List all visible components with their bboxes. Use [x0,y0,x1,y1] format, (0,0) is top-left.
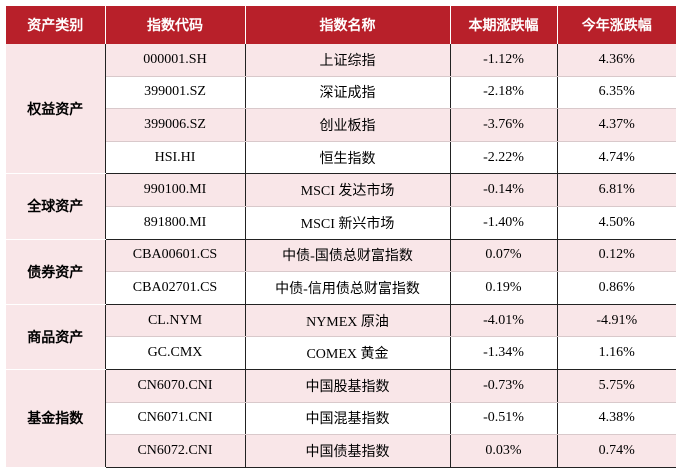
index-code-cell: GC.CMX [105,336,246,370]
index-code-cell: HSI.HI [105,141,246,175]
table-row: CN6071.CNI 中国混基指数 -0.51% 4.38% [6,402,676,436]
ytd-change-cell: 0.86% [557,271,676,305]
index-name-cell: 上证综指 [245,44,451,77]
asset-performance-table-container: 资产类别 指数代码 指数名称 本期涨跌幅 今年涨跌幅 权益资产 000001.SH… [6,6,676,468]
header-ytd-change: 今年涨跌幅 [557,6,676,44]
table-row: 权益资产 000001.SH 上证综指 -1.12% 4.36% [6,44,676,175]
index-code-cell: CL.NYM [105,304,246,338]
ytd-change-cell: -4.91% [557,304,676,338]
table-row: 399006.SZ 创业板指 -3.76% 4.37% [6,108,676,142]
index-code-cell: CN6070.CNI [105,369,246,403]
index-name-cell: NYMEX 原油 [245,304,451,338]
period-change-cell: 0.19% [450,271,558,305]
ytd-change-cell: 6.35% [557,76,676,110]
period-change-cell: -0.14% [450,173,558,207]
asset-performance-table: 资产类别 指数代码 指数名称 本期涨跌幅 今年涨跌幅 权益资产 000001.SH… [6,6,676,468]
table-row: 891800.MI MSCI 新兴市场 -1.40% 4.50% [6,206,676,240]
index-name-cell: 中债-国债总财富指数 [245,239,451,273]
asset-class-cell: 商品资产 [6,304,106,370]
table-row: CBA02701.CS 中债-信用债总财富指数 0.19% 0.86% [6,271,676,305]
table-row: GC.CMX COMEX 黄金 -1.34% 1.16% [6,336,676,370]
index-name-cell: 中国股基指数 [245,369,451,403]
ytd-change-cell: 1.16% [557,336,676,370]
header-asset-class: 资产类别 [6,6,106,44]
ytd-change-cell: 4.74% [557,141,676,175]
period-change-cell: -1.34% [450,336,558,370]
index-name-cell: 中债-信用债总财富指数 [245,271,451,305]
period-change-cell: -0.73% [450,369,558,403]
period-change-cell: 0.03% [450,434,558,468]
period-change-cell: 0.07% [450,239,558,273]
asset-class-cell: 权益资产 [6,44,106,175]
index-code-cell: CN6071.CNI [105,402,246,436]
asset-class-cell: 基金指数 [6,369,106,468]
table-row: 商品资产 CL.NYM NYMEX 原油 -4.01% -4.91% [6,304,676,370]
index-code-cell: 990100.MI [105,173,246,207]
table-row: 债券资产 CBA00601.CS 中债-国债总财富指数 0.07% 0.12% [6,239,676,305]
table-row: 399001.SZ 深证成指 -2.18% 6.35% [6,76,676,110]
table-header-row: 资产类别 指数代码 指数名称 本期涨跌幅 今年涨跌幅 [6,6,676,44]
index-code-cell: 399001.SZ [105,76,246,110]
index-code-cell: 000001.SH [105,44,246,77]
asset-class-cell: 债券资产 [6,239,106,305]
index-name-cell: 创业板指 [245,108,451,142]
table-row: HSI.HI 恒生指数 -2.22% 4.74% [6,141,676,175]
period-change-cell: -2.18% [450,76,558,110]
index-name-cell: 恒生指数 [245,141,451,175]
index-code-cell: CN6072.CNI [105,434,246,468]
index-code-cell: 399006.SZ [105,108,246,142]
header-index-name: 指数名称 [245,6,451,44]
header-period-change: 本期涨跌幅 [450,6,558,44]
header-index-code: 指数代码 [105,6,246,44]
index-code-cell: CBA00601.CS [105,239,246,273]
index-name-cell: 深证成指 [245,76,451,110]
table-row: 全球资产 990100.MI MSCI 发达市场 -0.14% 6.81% [6,173,676,240]
index-name-cell: MSCI 发达市场 [245,173,451,207]
period-change-cell: -1.12% [450,44,558,77]
index-name-cell: COMEX 黄金 [245,336,451,370]
ytd-change-cell: 4.50% [557,206,676,240]
ytd-change-cell: 4.37% [557,108,676,142]
ytd-change-cell: 4.38% [557,402,676,436]
ytd-change-cell: 0.74% [557,434,676,468]
ytd-change-cell: 5.75% [557,369,676,403]
index-name-cell: 中国债基指数 [245,434,451,468]
table-body: 权益资产 000001.SH 上证综指 -1.12% 4.36% 399001.SZ 深证成… [6,44,676,468]
period-change-cell: -2.22% [450,141,558,175]
ytd-change-cell: 6.81% [557,173,676,207]
index-code-cell: CBA02701.CS [105,271,246,305]
index-name-cell: 中国混基指数 [245,402,451,436]
index-code-cell: 891800.MI [105,206,246,240]
asset-class-cell: 全球资产 [6,173,106,240]
index-name-cell: MSCI 新兴市场 [245,206,451,240]
period-change-cell: -0.51% [450,402,558,436]
period-change-cell: -3.76% [450,108,558,142]
ytd-change-cell: 4.36% [557,44,676,77]
table-row: CN6072.CNI 中国债基指数 0.03% 0.74% [6,434,676,468]
table-row: 基金指数 CN6070.CNI 中国股基指数 -0.73% 5.75% [6,369,676,468]
ytd-change-cell: 0.12% [557,239,676,273]
period-change-cell: -4.01% [450,304,558,338]
period-change-cell: -1.40% [450,206,558,240]
